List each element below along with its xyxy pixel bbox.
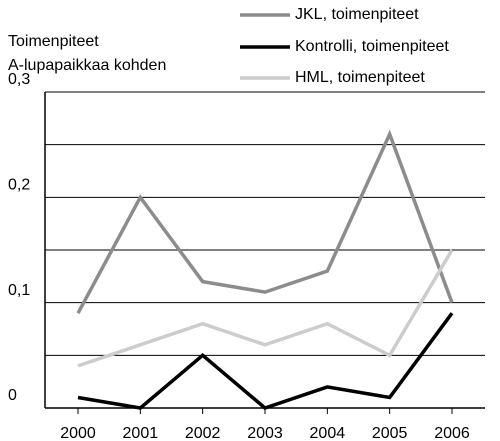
line-series (76, 129, 454, 315)
x-tick-label: 2005 (372, 425, 408, 441)
y-axis-label: Toimenpiteet (8, 33, 99, 50)
line-series (77, 249, 454, 368)
legend-label: HML, toimenpiteet (295, 69, 425, 86)
x-tick-label: 2000 (60, 425, 96, 441)
x-tick-label: 2006 (434, 425, 470, 441)
legend-label: Kontrolli, toimenpiteet (295, 38, 449, 55)
x-tick-label: 2001 (123, 425, 159, 441)
line-series (77, 312, 454, 410)
x-tick-label: 2004 (310, 425, 346, 441)
y-axis-label: A-lupapaikkaa kohden (8, 57, 166, 74)
x-tick-label: 2003 (247, 425, 283, 441)
y-tick-label: 0,2 (8, 177, 30, 194)
y-tick-label: 0,3 (8, 71, 30, 88)
x-tick-label: 2002 (185, 425, 221, 441)
y-tick-label: 0,1 (8, 282, 30, 299)
y-tick-label: 0 (8, 387, 17, 404)
legend-label: JKL, toimenpiteet (295, 6, 419, 23)
